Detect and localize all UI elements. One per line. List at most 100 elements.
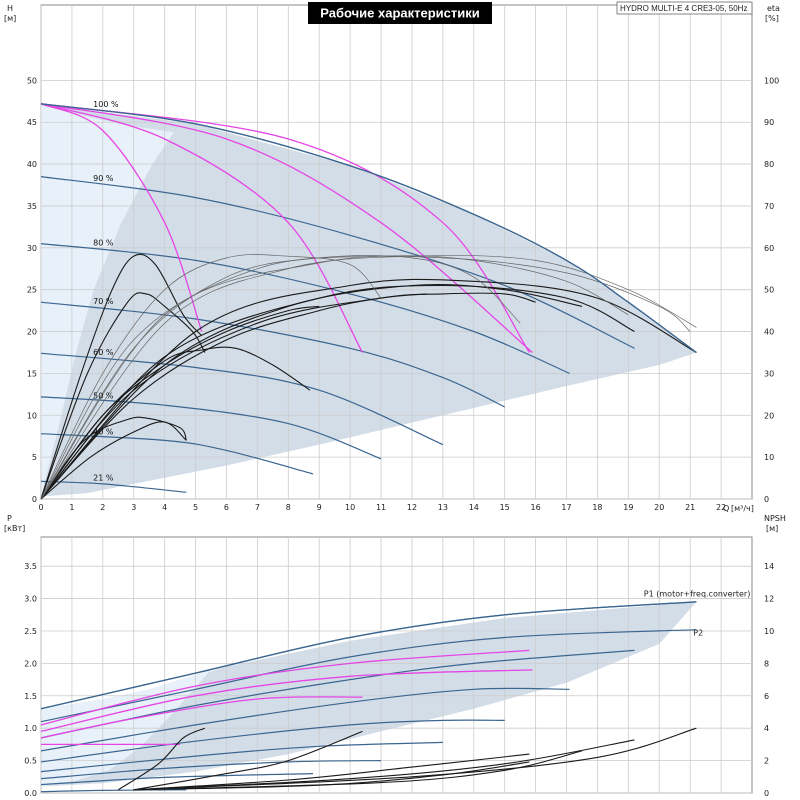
power-curve-black <box>117 727 206 791</box>
flow-x-tick-label: 16 <box>531 503 541 512</box>
flow-axis-label: Q <box>723 504 729 513</box>
power-y2-tick-label: 0 <box>764 789 769 798</box>
power-curve-blue <box>40 773 314 786</box>
power-y2-tick-label: 14 <box>764 562 774 571</box>
model-box <box>616 1 753 15</box>
power-y2-tick-label: 10 <box>764 627 774 636</box>
power-curve-blue <box>40 741 443 773</box>
model-label: HYDRO MULTI-E 4 CRE3-05, 50Hz <box>620 4 747 13</box>
power-y-tick-label: 3.0 <box>24 595 37 604</box>
speed-label: 21 % <box>93 474 114 483</box>
power-y-tick-label: 1.5 <box>24 692 37 701</box>
speed-label: 40 % <box>93 428 114 437</box>
power-y-tick-label: 0.0 <box>24 789 37 798</box>
head-low-flow-area <box>41 103 174 497</box>
power-curve-magenta <box>40 696 363 739</box>
title-box <box>308 2 492 24</box>
head-y2-tick-label: 0 <box>764 495 769 504</box>
head-y2-tick-label: 70 <box>764 202 774 211</box>
head-curve-speed <box>40 301 505 408</box>
head-curve-magenta <box>40 103 533 353</box>
head-curve-black <box>40 292 206 500</box>
head-y-tick-label: 50 <box>27 76 37 85</box>
flow-x-tick-label: 12 <box>407 503 417 512</box>
eta-axis-label: eta <box>767 4 780 13</box>
head-y2-tick-label: 10 <box>764 453 774 462</box>
head-curve-black <box>40 305 320 500</box>
flow-x-tick-label: 18 <box>592 503 602 512</box>
head-curve-black <box>40 292 536 500</box>
power-curve-blue <box>40 687 570 752</box>
head-y-tick-label: 5 <box>32 453 37 462</box>
flow-x-tick-label: 8 <box>286 503 291 512</box>
speed-label: 80 % <box>93 238 114 247</box>
flow-axis-unit: [м³/ч] <box>731 504 754 513</box>
flow-x-tick-label: 5 <box>193 503 198 512</box>
flow-x-tick-label: 15 <box>500 503 510 512</box>
head-y-tick-label: 30 <box>27 244 37 253</box>
power-curve-magenta <box>40 669 533 733</box>
head-curve-speed <box>40 176 635 349</box>
power-curve-black <box>133 750 583 791</box>
head-y-tick-label: 0 <box>32 495 37 504</box>
flow-x-tick-label: 0 <box>38 503 43 512</box>
chart-title: Рабочие характеристики <box>320 6 480 21</box>
power-axis-label: P <box>7 514 12 523</box>
flow-x-tick-label: 21 <box>685 503 695 512</box>
speed-label: 70 % <box>93 297 114 306</box>
flow-x-tick-label: 17 <box>561 503 571 512</box>
npsh-axis-unit: [м] <box>766 524 778 533</box>
power-y2-tick-label: 2 <box>764 757 769 766</box>
flow-x-tick-label: 22 <box>716 503 726 512</box>
power-curve-blue <box>40 760 382 780</box>
power-y-tick-label: 3.5 <box>24 562 37 571</box>
speed-label: 100 % <box>93 100 119 109</box>
power-max-curve <box>40 601 697 710</box>
power-curve-label: P1 (motor+freq.converter) <box>644 590 751 599</box>
power-curve-blue <box>40 719 505 763</box>
power-curve-blue <box>40 629 697 723</box>
speed-label: 50 % <box>93 392 114 401</box>
flow-x-tick-label: 19 <box>623 503 633 512</box>
head-curve-black <box>40 278 697 500</box>
flow-x-tick-label: 10 <box>345 503 355 512</box>
speed-label: 90 % <box>93 174 114 183</box>
flow-x-tick-label: 14 <box>469 503 479 512</box>
power-y2-tick-label: 4 <box>764 724 769 733</box>
flow-x-tick-label: 4 <box>162 503 167 512</box>
power-curve-magenta <box>40 649 530 726</box>
head-y2-tick-label: 100 <box>764 76 779 85</box>
head-y2-tick-label: 50 <box>764 286 774 295</box>
head-curve-grey <box>40 255 691 500</box>
head-y-tick-label: 20 <box>27 328 37 337</box>
head-y-tick-label: 25 <box>27 286 37 295</box>
head-y2-tick-label: 20 <box>764 411 774 420</box>
flow-x-tick-label: 20 <box>654 503 664 512</box>
head-y-tick-label: 35 <box>27 202 37 211</box>
head-y-tick-label: 45 <box>27 118 37 127</box>
head-curve-grey <box>40 254 382 500</box>
power-y2-tick-label: 6 <box>764 692 769 701</box>
head-axis-unit: [м] <box>4 14 16 23</box>
flow-x-tick-label: 3 <box>131 503 136 512</box>
flow-x-tick-label: 11 <box>376 503 386 512</box>
speed-label: 60 % <box>93 348 114 357</box>
flow-x-tick-label: 6 <box>224 503 229 512</box>
flow-x-tick-label: 7 <box>255 503 260 512</box>
head-curve-grey <box>40 255 629 500</box>
power-curve-blue <box>40 649 635 739</box>
flow-x-tick-label: 9 <box>317 503 322 512</box>
head-y-tick-label: 15 <box>27 369 37 378</box>
head-curve-black <box>40 284 635 500</box>
head-curve-grey <box>40 255 697 500</box>
head-y2-tick-label: 90 <box>764 118 774 127</box>
head-curve-magenta <box>40 103 530 353</box>
power-curve-label: P2 <box>693 628 703 637</box>
power-curve-blue <box>40 789 187 793</box>
head-y2-tick-label: 30 <box>764 369 774 378</box>
power-curve-black <box>133 727 697 791</box>
head-curve-speed <box>40 396 382 460</box>
power-y-tick-label: 1.0 <box>24 724 37 733</box>
power-y-tick-label: 2.5 <box>24 627 37 636</box>
